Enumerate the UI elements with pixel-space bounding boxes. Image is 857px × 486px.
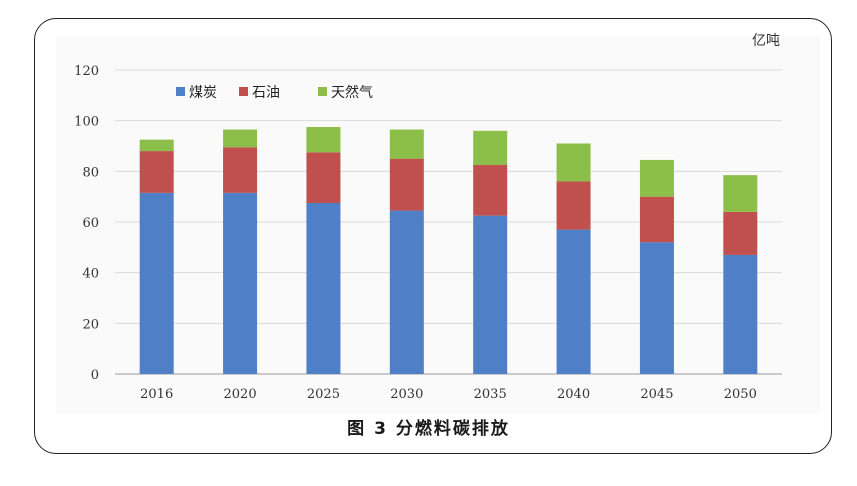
bar-segment: [473, 165, 508, 216]
legend-swatch: [318, 87, 327, 96]
y-tick-label: 0: [91, 368, 99, 383]
y-tick-label: 60: [82, 216, 99, 231]
y-tick-label: 40: [82, 267, 99, 282]
bar-segment: [389, 210, 424, 374]
bar-segment: [639, 159, 674, 197]
bar-segment: [556, 143, 591, 182]
x-tick-label: 2035: [474, 387, 507, 402]
bar-segment: [139, 139, 174, 152]
bar-segment: [556, 181, 591, 230]
bar-segment: [139, 151, 174, 193]
legend-label: 天然气: [331, 84, 373, 101]
y-tick-label: 20: [82, 317, 99, 332]
bar-segment: [723, 254, 758, 374]
legend-label: 石油: [252, 85, 280, 101]
bar-segment: [139, 192, 174, 374]
x-tick-label: 2045: [640, 387, 673, 402]
x-tick-label: 2050: [724, 387, 757, 402]
legend-swatch: [176, 87, 185, 96]
x-tick-label: 2030: [390, 387, 423, 402]
bar-segment: [306, 152, 341, 203]
bar-segment: [473, 215, 508, 374]
x-tick-label: 2025: [307, 387, 340, 402]
x-tick-label: 2040: [557, 387, 590, 402]
bar-segment: [306, 203, 341, 374]
bar-segment: [223, 147, 258, 193]
unit-label: 亿吨: [752, 33, 780, 49]
legend-label: 煤炭: [189, 85, 217, 101]
bar-segment: [723, 175, 758, 212]
bar-segment: [473, 130, 508, 165]
x-tick-label: 2020: [224, 387, 257, 402]
figure-caption: 图 3 分燃料碳排放: [347, 419, 510, 439]
y-tick-label: 120: [74, 64, 99, 79]
bar-segment: [639, 242, 674, 374]
plot-background: [56, 36, 820, 414]
y-tick-label: 100: [74, 115, 99, 130]
bar-segment: [389, 158, 424, 211]
bar-segment: [223, 192, 258, 374]
bar-segment: [556, 229, 591, 374]
bar-segment: [389, 129, 424, 159]
bar-segment: [639, 196, 674, 243]
x-tick-label: 2016: [140, 387, 173, 402]
legend-swatch: [239, 87, 248, 96]
bar-segment: [223, 129, 258, 148]
bar-segment: [723, 211, 758, 255]
bar-segment: [306, 127, 341, 153]
y-tick-label: 80: [82, 165, 99, 180]
